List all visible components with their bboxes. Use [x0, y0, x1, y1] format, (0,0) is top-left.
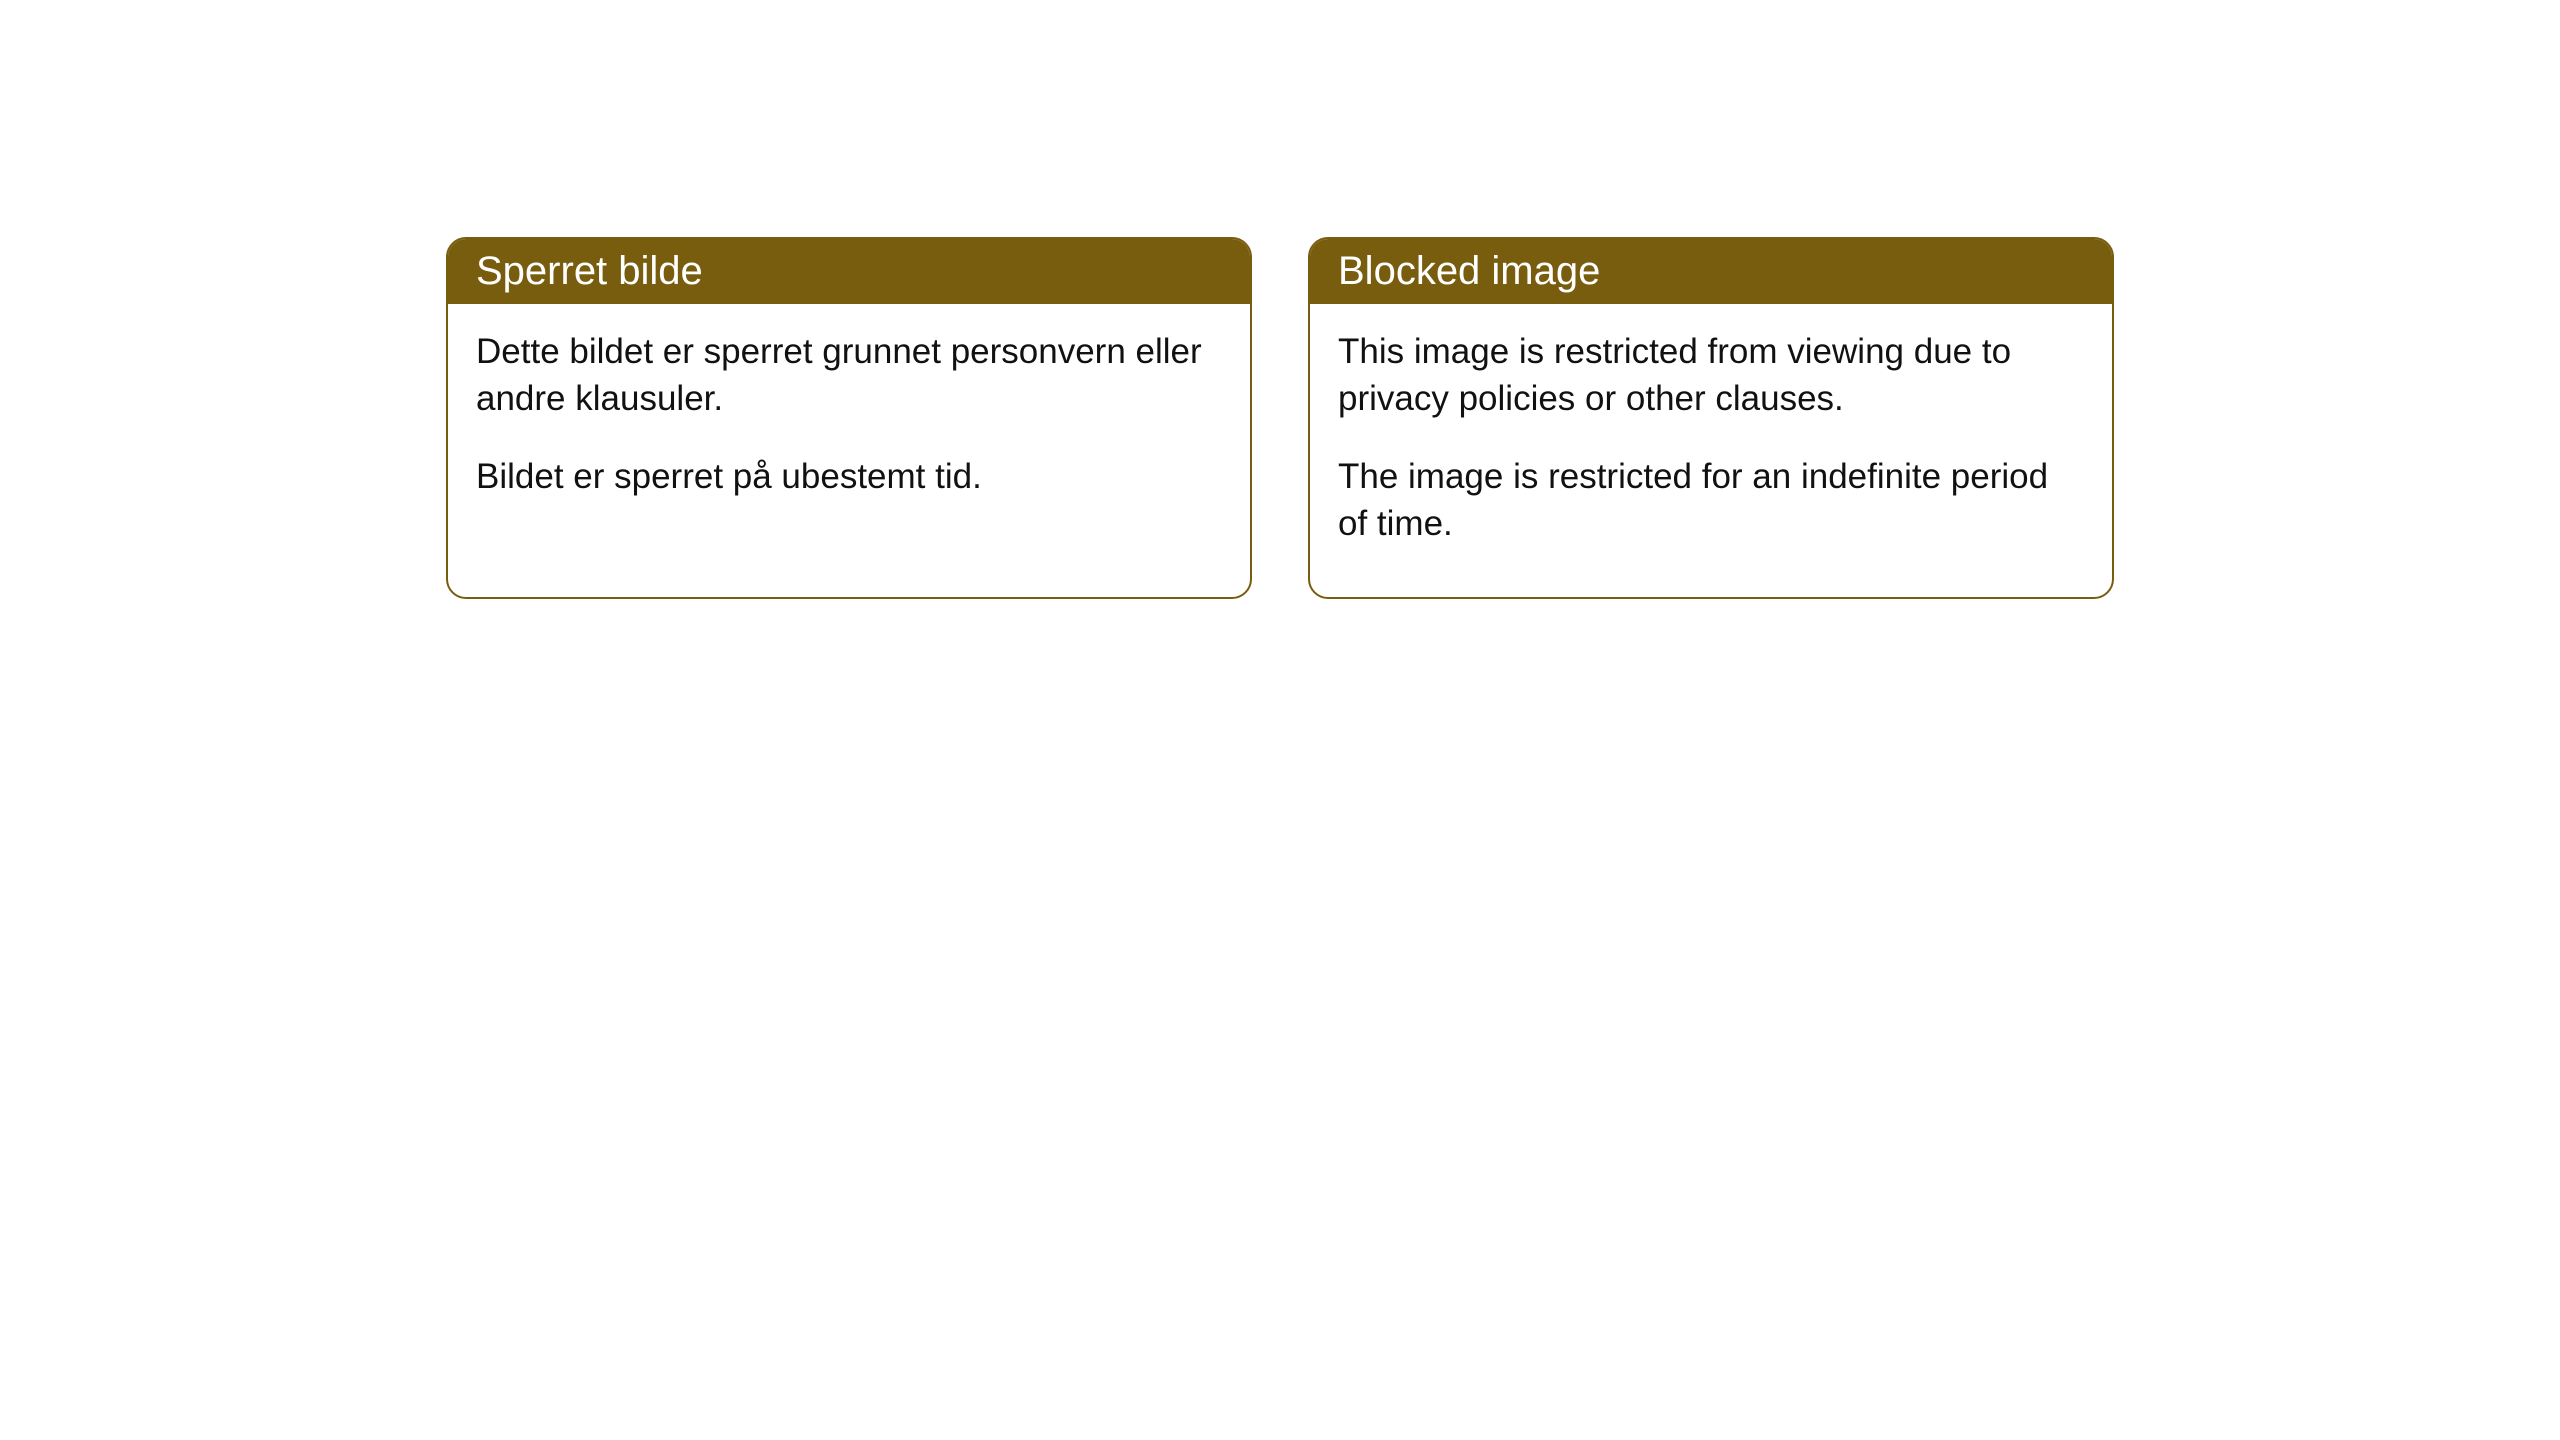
- card-header: Sperret bilde: [448, 239, 1250, 304]
- blocked-image-card-no: Sperret bilde Dette bildet er sperret gr…: [446, 237, 1252, 599]
- notice-cards-container: Sperret bilde Dette bildet er sperret gr…: [446, 237, 2114, 599]
- card-body: Dette bildet er sperret grunnet personve…: [448, 304, 1250, 550]
- card-text-1: Dette bildet er sperret grunnet personve…: [476, 328, 1222, 423]
- card-text-2: The image is restricted for an indefinit…: [1338, 453, 2084, 548]
- blocked-image-card-en: Blocked image This image is restricted f…: [1308, 237, 2114, 599]
- card-body: This image is restricted from viewing du…: [1310, 304, 2112, 597]
- card-text-1: This image is restricted from viewing du…: [1338, 328, 2084, 423]
- card-title: Blocked image: [1338, 249, 1600, 293]
- card-header: Blocked image: [1310, 239, 2112, 304]
- card-text-2: Bildet er sperret på ubestemt tid.: [476, 453, 1222, 500]
- card-title: Sperret bilde: [476, 249, 703, 293]
